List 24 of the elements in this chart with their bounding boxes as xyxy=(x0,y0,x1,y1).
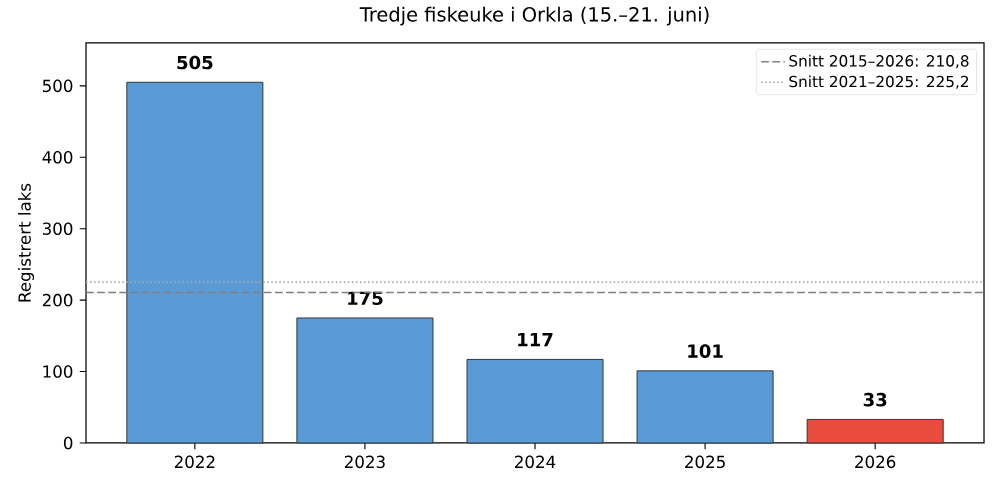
y-tick-label: 200 xyxy=(42,293,73,307)
y-tick-label: 300 xyxy=(42,222,73,236)
y-axis-title: Registrert laks xyxy=(17,183,35,302)
x-tick-label: 2026 xyxy=(855,455,896,469)
bar xyxy=(806,418,944,444)
legend-label: Snitt 2021–2025: 225,2 xyxy=(789,75,969,89)
y-tick-label: 100 xyxy=(43,365,73,378)
bar xyxy=(636,370,774,444)
chart-title: Tredje fiskeuke i Orkla (15.–21. juni) xyxy=(359,6,709,26)
x-tick-label: 2022 xyxy=(174,455,215,469)
data-label: 33 xyxy=(863,392,887,407)
y-tick-label: 400 xyxy=(42,150,73,164)
bar xyxy=(466,358,604,444)
x-tick-label: 2023 xyxy=(344,455,385,469)
data-label: 505 xyxy=(177,55,213,70)
x-tick-label: 2025 xyxy=(685,455,725,469)
x-tick-label: 2024 xyxy=(515,455,556,469)
y-tick-label: 0 xyxy=(63,436,73,450)
legend-label: Snitt 2015–2026: 210,8 xyxy=(789,54,969,69)
data-label: 101 xyxy=(688,344,723,358)
data-label: 117 xyxy=(518,333,553,347)
y-tick-label: 500 xyxy=(42,79,73,93)
bar xyxy=(296,317,434,444)
bar xyxy=(126,81,264,444)
